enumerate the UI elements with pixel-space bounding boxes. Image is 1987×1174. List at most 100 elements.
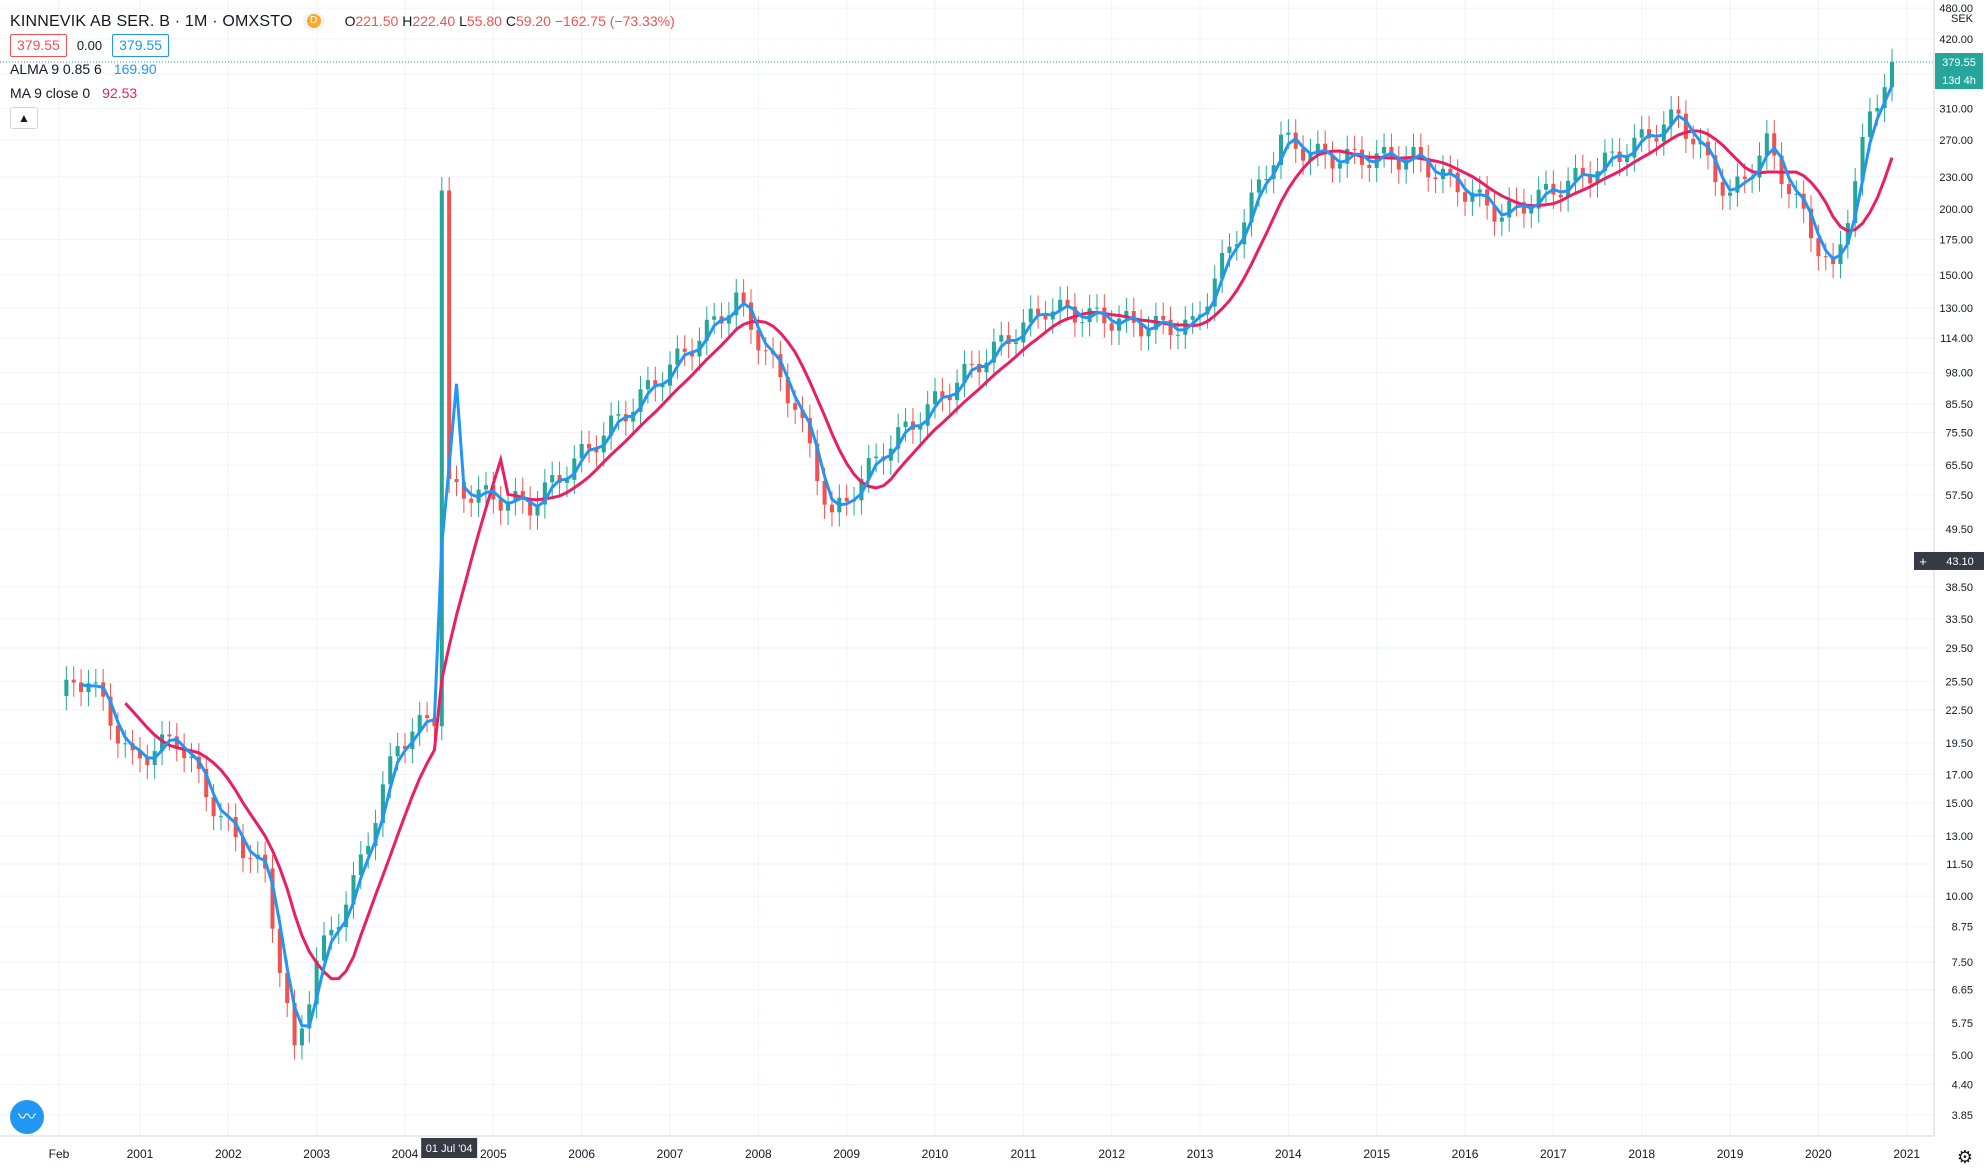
candle-body <box>748 302 754 330</box>
candle-body <box>1455 172 1460 193</box>
time-axis[interactable]: Feb 2001 2002 2003 2004 2005 2006 2007 2008 2009 2… <box>0 1135 1934 1161</box>
candle-body <box>211 797 216 817</box>
candle-body <box>1315 143 1320 153</box>
candle-body <box>572 458 577 480</box>
candle-body <box>1632 137 1637 158</box>
candle-body <box>1580 167 1585 175</box>
time-tick-label: 2015 <box>1363 1147 1390 1161</box>
time-tick-label: 2020 <box>1805 1147 1832 1161</box>
candle-body <box>1072 306 1077 323</box>
candle-body <box>1602 152 1607 172</box>
interval-badge[interactable]: D <box>302 12 325 30</box>
tradingview-logo-icon[interactable]: 〰 <box>10 1100 44 1134</box>
time-tick-label: 2009 <box>833 1147 860 1161</box>
time-tick-label: 2017 <box>1540 1147 1567 1161</box>
candle-body <box>71 679 76 683</box>
price-tick-label: 25.50 <box>1945 676 1973 688</box>
candle-body <box>174 736 179 748</box>
candle-body <box>1521 202 1526 214</box>
sell-price-box[interactable]: 379.55 <box>10 33 67 57</box>
countdown-label: 13d 4h <box>1942 75 1976 87</box>
candle-body <box>579 443 584 459</box>
candle-body <box>991 341 996 363</box>
price-tick-label: 200.00 <box>1939 204 1973 216</box>
candle-body <box>1278 134 1284 166</box>
candle-body <box>1558 194 1563 198</box>
candle-body <box>395 746 400 757</box>
candle-body <box>79 682 84 693</box>
candle-body <box>469 498 474 503</box>
price-tick-label: 75.50 <box>1945 427 1973 439</box>
interval-badge-label: D <box>306 14 321 28</box>
candle-body <box>1499 217 1504 222</box>
candle-body <box>299 1028 304 1046</box>
buy-price-box[interactable]: 379.55 <box>112 33 169 57</box>
symbol-title[interactable]: KINNEVIK AB SER. B · 1M · OMXSTO <box>10 12 293 30</box>
candle-body <box>741 292 746 303</box>
candle-body <box>609 415 614 436</box>
candle-body <box>1845 223 1850 245</box>
price-tick-label: 11.50 <box>1946 859 1973 871</box>
candle-body <box>653 380 658 388</box>
candle-body <box>439 190 444 727</box>
candle-body <box>432 718 437 727</box>
candle-body <box>1058 299 1063 312</box>
candle-body <box>1720 182 1725 196</box>
candle-body <box>1624 157 1630 162</box>
candle-body <box>1683 113 1688 139</box>
candle-body <box>528 499 533 516</box>
candle-body <box>800 409 805 419</box>
time-tick-label: 2021 <box>1893 1147 1920 1161</box>
candle-body <box>321 935 327 961</box>
candle-body <box>535 504 540 516</box>
gear-icon[interactable]: ⚙ <box>1956 1147 1973 1167</box>
price-tick-label: 29.50 <box>1945 643 1973 655</box>
candle-body <box>815 443 820 482</box>
candle-body <box>388 756 393 785</box>
candle-body <box>277 928 282 973</box>
candle-body <box>454 479 459 483</box>
chevron-up-icon: ▲ <box>18 111 30 125</box>
price-tick-label: 17.00 <box>1945 769 1973 781</box>
candle-body <box>866 458 871 479</box>
candle-body <box>712 316 717 320</box>
candle-body <box>292 1003 297 1046</box>
time-tick-label: Feb <box>49 1147 70 1161</box>
time-tick-label: 2016 <box>1452 1147 1479 1161</box>
candle-body <box>1345 148 1350 164</box>
candle-body <box>1786 184 1791 195</box>
collapse-legend-button[interactable]: ▲ <box>10 107 38 129</box>
candle-body <box>1735 176 1740 193</box>
candle-body <box>918 425 923 430</box>
price-tick-label: 57.50 <box>1945 490 1973 502</box>
candle-body <box>903 421 908 428</box>
countdown-tag <box>1935 71 1983 89</box>
price-tick-label: 5.75 <box>1952 1018 1973 1030</box>
candle-body <box>667 364 673 386</box>
price-axis[interactable]: 3.85 4.40 5.00 5.75 6.65 7.50 8.75 10.00 11.50 13… <box>1914 0 1984 1136</box>
price-tick-label: 49.50 <box>1945 524 1973 536</box>
time-tick-label: 2001 <box>127 1147 154 1161</box>
alma-label[interactable]: ALMA 9 0.85 6 <box>10 60 102 77</box>
candle-body <box>123 743 128 745</box>
candle-body <box>1853 181 1858 224</box>
crosshair-price-label: 43.10 <box>1946 556 1974 568</box>
candle-body <box>947 396 952 401</box>
spread-value: 0.00 <box>76 37 103 53</box>
ma-label[interactable]: MA 9 close 0 <box>10 84 91 101</box>
candle-body <box>314 960 319 1005</box>
candle-body <box>1713 155 1718 183</box>
candle-body <box>925 404 930 426</box>
candle-body <box>1146 329 1151 337</box>
candle-body <box>1757 155 1762 178</box>
candle-body <box>1676 109 1681 114</box>
candle-body <box>307 1004 312 1029</box>
candle-body <box>645 380 650 390</box>
candle-body <box>1433 177 1438 180</box>
candle-body <box>660 385 665 388</box>
candle-body <box>167 734 172 737</box>
candle-body <box>1168 319 1173 335</box>
candle-body <box>1823 256 1828 258</box>
candle-body <box>1109 323 1114 331</box>
